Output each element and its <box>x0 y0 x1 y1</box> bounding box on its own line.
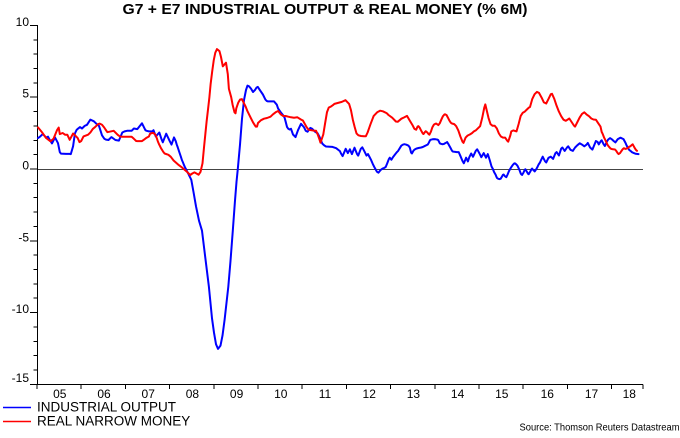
svg-text:-10: -10 <box>12 302 30 316</box>
svg-text:17: 17 <box>585 387 599 401</box>
svg-text:18: 18 <box>623 387 637 401</box>
svg-text:12: 12 <box>363 387 377 401</box>
svg-text:11: 11 <box>319 387 332 401</box>
svg-text:Source: Thomson Reuters Datast: Source: Thomson Reuters Datastream <box>520 423 680 434</box>
svg-text:15: 15 <box>495 387 509 401</box>
svg-text:07: 07 <box>142 387 156 401</box>
svg-text:0: 0 <box>22 159 29 173</box>
svg-text:08: 08 <box>186 387 200 401</box>
svg-text:14: 14 <box>451 387 465 401</box>
svg-text:09: 09 <box>230 387 244 401</box>
svg-text:10: 10 <box>274 387 288 401</box>
svg-text:-15: -15 <box>12 371 30 385</box>
svg-text:13: 13 <box>407 387 421 401</box>
svg-text:-5: -5 <box>18 230 29 244</box>
svg-text:16: 16 <box>541 387 555 401</box>
svg-text:REAL NARROW MONEY: REAL NARROW MONEY <box>37 414 190 429</box>
svg-text:5: 5 <box>22 87 29 101</box>
svg-text:G7 + E7 INDUSTRIAL OUTPUT & RE: G7 + E7 INDUSTRIAL OUTPUT & REAL MONEY (… <box>123 1 528 18</box>
svg-text:06: 06 <box>97 387 111 401</box>
svg-text:05: 05 <box>53 387 67 401</box>
svg-text:INDUSTRIAL OUTPUT: INDUSTRIAL OUTPUT <box>37 400 176 415</box>
svg-text:10: 10 <box>16 15 30 29</box>
